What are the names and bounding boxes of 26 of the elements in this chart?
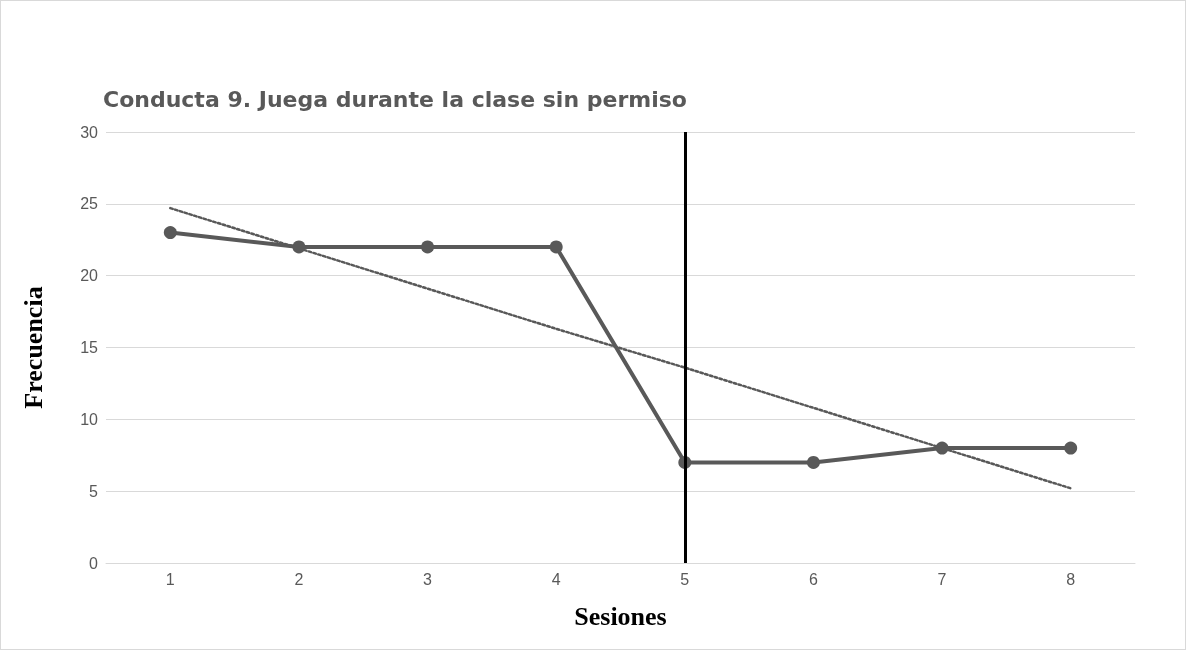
point (806, 455, 820, 469)
x-tick-label: 7 (937, 570, 947, 588)
y-tick-label: 25 (80, 195, 99, 213)
y-tick-label: 20 (80, 267, 99, 285)
point (549, 240, 563, 254)
y-axis-title: Frecuencia (18, 286, 48, 409)
x-tick-label: 8 (1066, 570, 1076, 588)
point (421, 240, 435, 254)
x-axis-title: Sesiones (574, 601, 667, 631)
y-tick-label: 15 (80, 339, 99, 356)
point (935, 441, 949, 455)
line-series (169, 206, 1072, 490)
x-tick-label: 5 (680, 570, 690, 588)
y-tick-label: 30 (80, 123, 99, 141)
point (1064, 441, 1078, 455)
x-tick-label: 1 (165, 570, 175, 588)
y-tick-label: 0 (89, 554, 99, 572)
point (163, 226, 177, 240)
x-tick-label: 3 (423, 570, 433, 588)
chart-title: Conducta 9. Juega durante la clase sin permiso (103, 86, 687, 112)
x-tick-label: 4 (551, 570, 561, 588)
x-tick-label: 6 (808, 570, 818, 588)
y-tick-label: 5 (89, 482, 99, 500)
y-tick-label: 10 (80, 410, 99, 428)
x-tick-label: 2 (294, 570, 304, 588)
point (292, 240, 306, 254)
